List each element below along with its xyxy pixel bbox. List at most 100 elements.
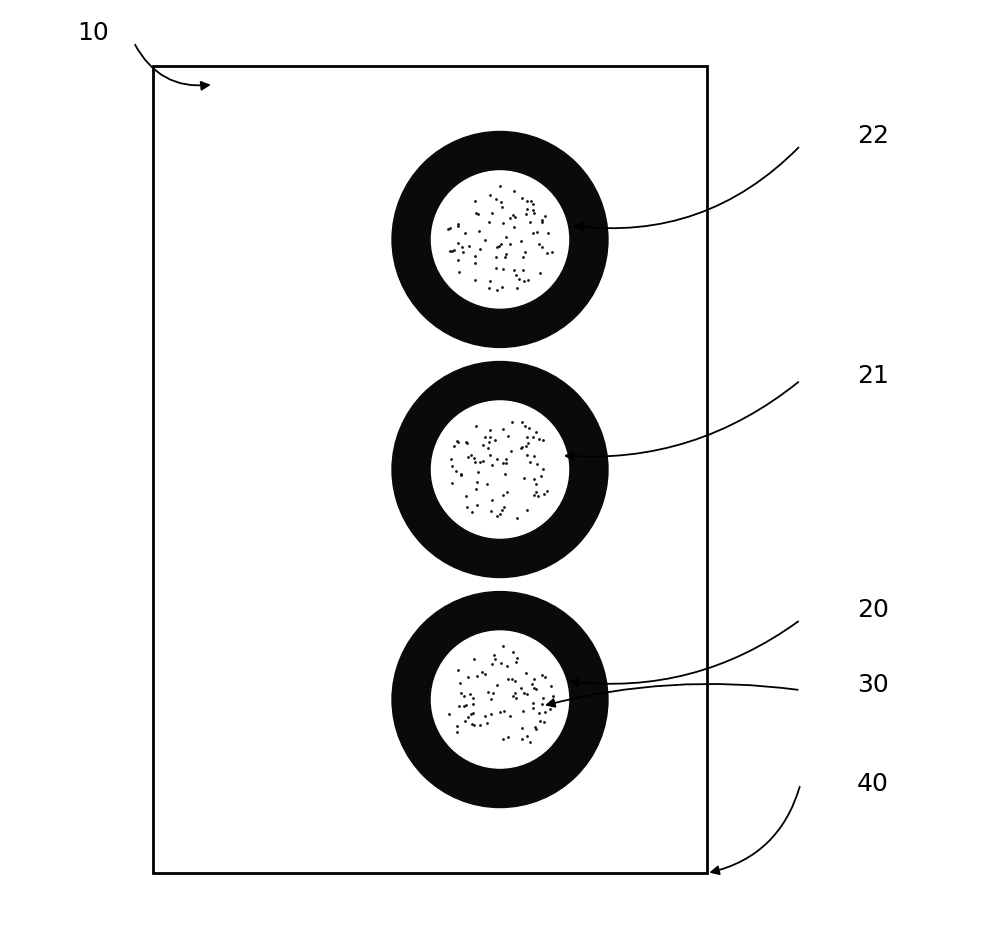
Point [537,670,553,685]
Point [519,502,535,517]
Point [456,699,472,714]
Point [487,652,503,667]
Point [484,457,500,472]
Point [444,458,460,473]
Point [494,502,510,517]
Point [528,722,544,737]
Point [523,193,539,208]
Point [526,671,542,686]
Point [524,676,540,691]
Point [481,281,497,296]
Point [453,685,469,700]
Point [472,241,488,256]
Point [441,707,457,722]
Text: 20: 20 [857,598,889,623]
Point [499,485,515,500]
Point [500,730,516,745]
Point [463,448,479,463]
Point [477,233,493,248]
Point [506,183,522,198]
Point [457,714,473,729]
Point [498,230,514,245]
Point [488,192,504,207]
Point [460,670,476,685]
Point [525,197,541,212]
Ellipse shape [392,131,608,347]
Point [467,454,483,469]
Point [488,249,504,264]
Point [514,731,530,747]
Point [449,719,465,734]
Point [489,677,505,692]
Point [492,507,508,522]
Text: 22: 22 [857,124,889,148]
Point [492,705,508,720]
Text: 10: 10 [77,21,109,45]
Point [459,500,475,515]
Point [456,688,472,703]
Point [507,685,523,700]
Point [526,681,542,696]
Point [468,206,484,221]
Point [477,429,493,444]
Point [545,688,561,703]
Point [514,721,530,736]
Point [458,488,474,503]
Point [508,654,524,670]
Point [530,489,546,504]
Point [535,691,551,706]
Point [528,484,544,499]
Point [515,704,531,719]
Point [525,696,541,711]
Point [531,706,547,721]
Point [519,193,535,208]
Point [528,476,544,491]
Point [465,697,481,712]
Point [542,701,558,716]
Point [489,452,505,467]
Point [459,436,475,451]
Point [515,250,531,265]
Point [464,504,480,519]
Point [525,430,541,445]
Point [480,440,496,455]
Point [519,429,535,444]
Ellipse shape [392,362,608,577]
Bar [153,66,707,873]
Point [453,468,469,483]
Point [481,215,497,230]
Point [505,645,521,660]
Point [462,687,478,702]
Point [482,429,498,444]
Point [516,471,532,486]
Point [520,272,536,287]
Point [534,214,550,229]
Point [484,493,500,508]
Point [494,280,510,295]
Point [483,691,499,706]
Point [491,239,507,254]
Point [485,685,501,700]
Point [503,444,519,459]
Point [444,476,460,491]
Point [498,247,514,262]
Point [516,686,532,701]
Point [522,734,538,749]
Point [470,207,486,222]
Point [495,455,511,470]
Point [475,438,491,453]
Point [502,709,518,724]
Point [450,236,466,251]
Point [468,482,484,497]
Point [493,237,509,252]
Point [457,225,473,240]
Point [514,191,530,206]
Point [522,454,538,470]
Point [518,666,534,681]
Point [526,471,542,486]
Point [465,705,481,720]
Point [466,717,482,732]
Point [508,690,524,705]
Point [519,202,535,217]
Point [487,433,503,448]
